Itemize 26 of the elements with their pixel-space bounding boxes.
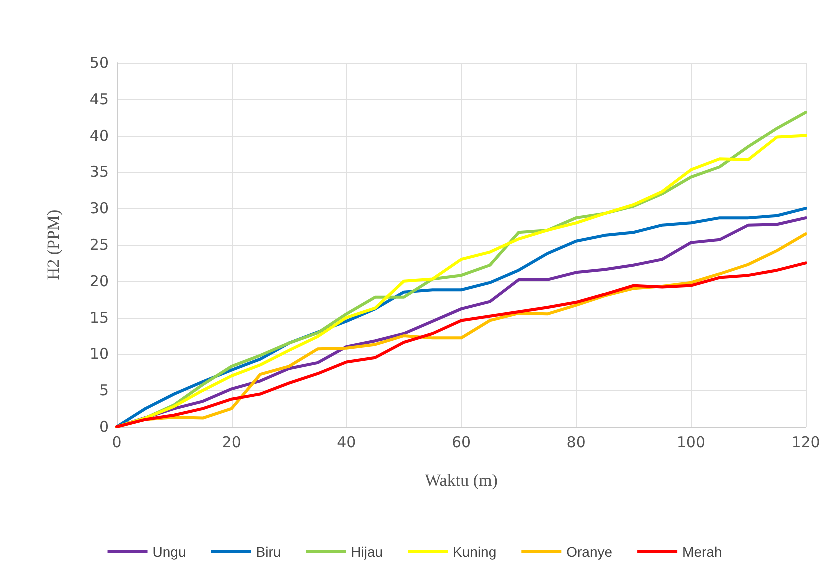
x-tick-label: 0 bbox=[112, 434, 122, 452]
y-tick-label: 25 bbox=[90, 236, 109, 254]
y-axis-title: H2 (PPM) bbox=[44, 210, 63, 280]
x-tick-label: 100 bbox=[676, 434, 706, 452]
x-tick-label: 120 bbox=[792, 434, 820, 452]
legend-label: Ungu bbox=[152, 544, 186, 560]
x-tick-label: 20 bbox=[222, 434, 242, 452]
y-tick-label: 45 bbox=[90, 90, 109, 108]
x-axis-title: Waktu (m) bbox=[425, 471, 498, 490]
y-tick-label: 15 bbox=[90, 308, 109, 327]
legend-label: Biru bbox=[256, 544, 282, 560]
y-tick-label: 10 bbox=[90, 345, 109, 364]
legend-label: Hijau bbox=[351, 544, 384, 560]
y-tick-label: 30 bbox=[90, 200, 109, 218]
y-tick-label: 35 bbox=[90, 163, 109, 182]
y-tick-label: 40 bbox=[90, 126, 109, 145]
x-tick-label: 80 bbox=[566, 434, 586, 452]
y-tick-label: 50 bbox=[90, 54, 109, 72]
legend-label: Merah bbox=[682, 544, 722, 560]
x-tick-label: 60 bbox=[452, 434, 472, 452]
legend-label: Oranye bbox=[566, 544, 613, 560]
y-tick-label: 5 bbox=[99, 382, 109, 400]
legend-label: Kuning bbox=[453, 544, 497, 560]
y-tick-label: 0 bbox=[99, 418, 109, 436]
x-tick-label: 40 bbox=[337, 434, 356, 452]
y-tick-label: 20 bbox=[90, 272, 109, 290]
